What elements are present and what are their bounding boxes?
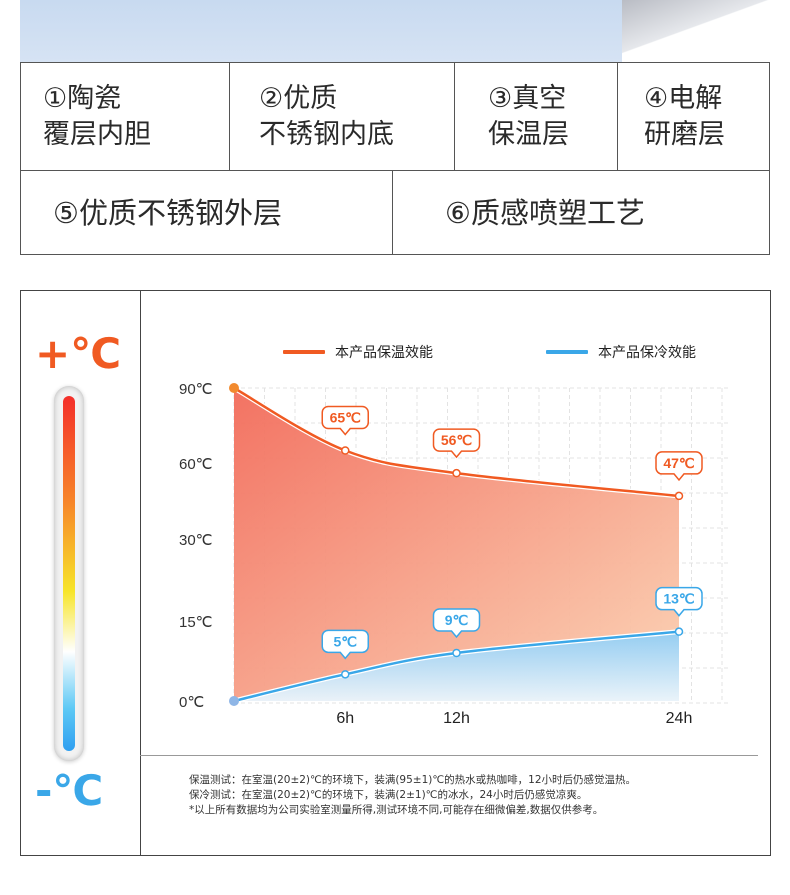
feature-5-text: ⑤优质不锈钢外层 [53, 195, 282, 230]
data-point [341, 670, 350, 679]
y-tick-label: 15℃ [179, 614, 213, 631]
x-tick-label: 24h [666, 710, 693, 727]
cold-label: -℃ [35, 766, 104, 815]
feature-4-line2: 研磨层 [644, 118, 725, 150]
data-point [674, 627, 684, 636]
legend: 本产品保温效能 本产品保冷效能 [283, 344, 696, 360]
y-tick-label: 0℃ [179, 694, 204, 711]
data-label-bubble [432, 428, 481, 459]
start-point [229, 696, 239, 706]
data-label: 56℃ [432, 428, 481, 459]
legend-label: 本产品保温效能 [335, 344, 433, 360]
cold-area [234, 631, 679, 701]
data-point [674, 491, 684, 501]
legend-swatch [283, 350, 325, 354]
thermometer-icon [54, 386, 84, 761]
feature-3-line1: ③真空 [488, 82, 567, 114]
cold-line [233, 630, 680, 703]
feature-cell-6: ⑥质感喷塑工艺 [393, 171, 769, 254]
legend-label: 本产品保冷效能 [598, 344, 696, 360]
note-disclaimer: *以上所有数据均为公司实验室测量所得,测试环境不同,可能存在细微偏差,数据仅供参… [189, 804, 604, 816]
feature-cell-5: ⑤优质不锈钢外层 [21, 171, 393, 254]
x-tick-label: 12h [443, 710, 470, 727]
product-photo-banner [20, 0, 772, 62]
product-edge [622, 0, 772, 62]
data-point [452, 648, 461, 658]
data-labels: 65℃ 56℃ 47℃ 5℃ 9℃ 13℃ [229, 383, 703, 706]
axis-labels: 90℃ 60℃ 30℃ 15℃ 0℃ 6h 12h 24h [179, 381, 692, 727]
feature-cell-3: ③真空保温层 [455, 63, 618, 171]
feature-6-text: ⑥质感喷塑工艺 [445, 195, 645, 230]
data-label: 13℃ [655, 586, 703, 617]
feature-cell-2: ②优质不锈钢内底 [230, 63, 455, 171]
series-lines [232, 385, 680, 704]
notes-divider [140, 755, 758, 756]
data-label: 9℃ [432, 608, 481, 639]
data-label-bubble [655, 451, 703, 482]
data-label-bubble [321, 629, 369, 660]
y-tick-label: 60℃ [179, 456, 213, 473]
data-point [452, 468, 461, 478]
chart-panel: +℃ -℃ 90℃ 60℃ 30℃ 15℃ 0℃ 6h 12h 24h 65℃ 56℃ 47℃ 5℃… [20, 290, 771, 856]
data-label-bubble [321, 405, 369, 436]
feature-grid: ①陶瓷 覆层内胆 ②优质 不锈钢内底 ③真空 保温层 ④电解 研磨层 ⑤优质不锈钢外层 … [20, 62, 770, 255]
feature-2-line1: ②优质 [259, 82, 338, 114]
data-label: 47℃ [655, 451, 703, 482]
feature-cell-4: ④电解研磨层 [618, 63, 769, 171]
y-tick-label: 30℃ [179, 532, 213, 549]
area-fills [234, 388, 679, 701]
warm-area [234, 388, 679, 701]
data-label-text: 13℃ [663, 591, 695, 607]
data-label-bubble [655, 586, 703, 617]
feature-cell-1: ①陶瓷覆层内胆 [21, 63, 230, 171]
hot-label: +℃ [35, 329, 122, 378]
feature-1-line2: 覆层内胆 [43, 118, 151, 150]
data-label-bubble [432, 608, 481, 639]
data-label: 5℃ [321, 629, 369, 660]
feature-4-line1: ④电解 [644, 82, 723, 114]
legend-swatch [546, 350, 588, 354]
y-tick-label: 90℃ [179, 381, 213, 398]
test-notes: 保温测试：在室温(20±2)℃的环境下，装满(95±1)℃的热水或热咖啡，12小… [189, 773, 636, 818]
data-label-text: 56℃ [441, 432, 473, 448]
thermometer-column: +℃ -℃ [21, 291, 141, 855]
data-label-text: 65℃ [330, 410, 362, 426]
data-label: 65℃ [321, 405, 369, 436]
temperature-chart: 90℃60℃30℃15℃0℃6h 12h 24h 65℃56℃47℃5℃9℃13℃ … [179, 344, 729, 727]
data-label-text: 9℃ [445, 612, 469, 628]
feature-2-line2: 不锈钢内底 [259, 118, 394, 150]
note-cold: 保冷测试：在室温(20±2)℃的环境下，装满(2±1)℃的冰水，24小时后仍感觉… [189, 789, 588, 801]
data-label-text: 5℃ [333, 633, 357, 649]
data-label-text: 47℃ [663, 455, 695, 471]
note-warm: 保温测试：在室温(20±2)℃的环境下，装满(95±1)℃的热水或热咖啡，12小… [189, 774, 637, 786]
thermometer-gradient [63, 396, 75, 751]
start-point [229, 383, 239, 393]
warm-line [233, 386, 680, 498]
data-point [341, 446, 350, 455]
feature-1-line1: ①陶瓷 [43, 82, 122, 114]
feature-3-line2: 保温层 [488, 118, 569, 150]
x-tick-label: 6h [336, 710, 354, 727]
